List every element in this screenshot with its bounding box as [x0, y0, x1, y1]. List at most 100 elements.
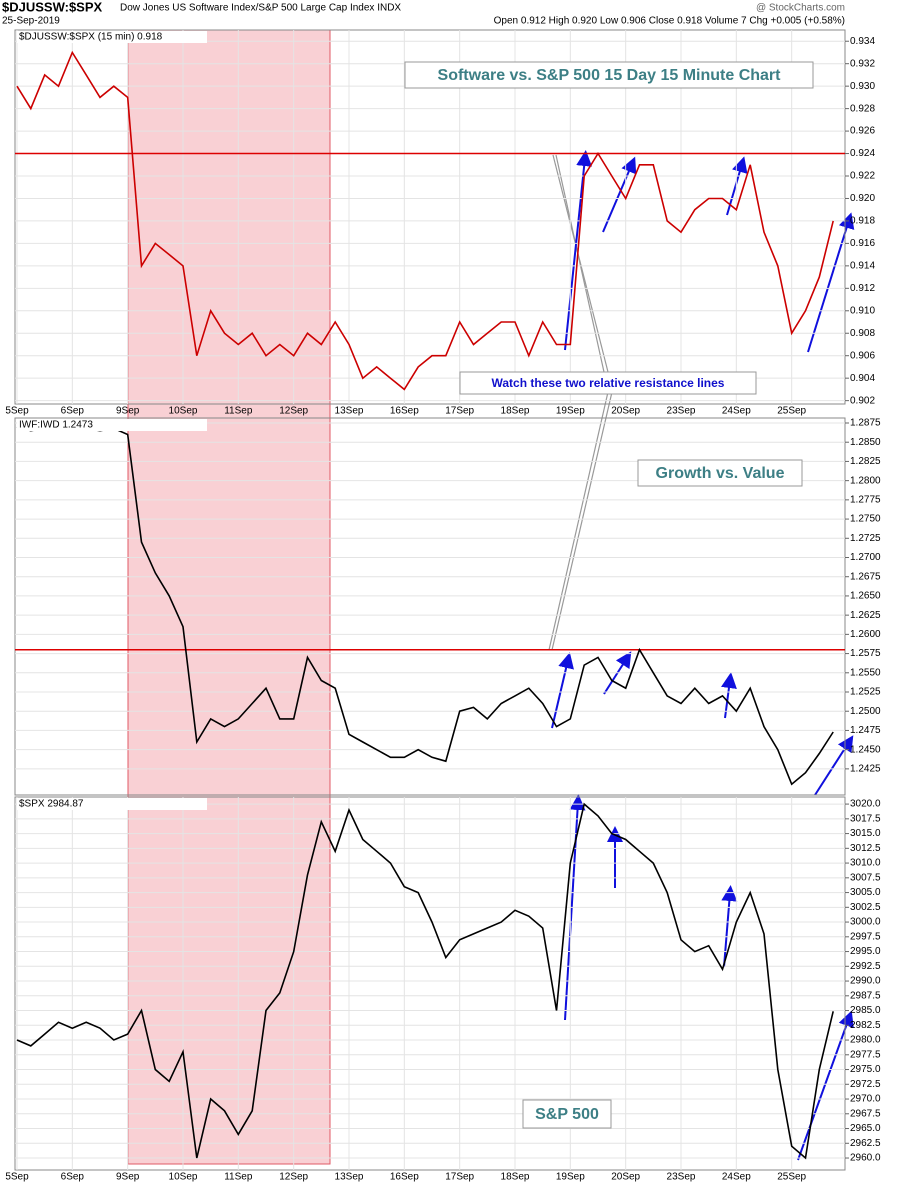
x-tick-label: 20Sep	[611, 406, 640, 417]
x-tick-label: 25Sep	[777, 1172, 806, 1183]
y-tick-label: 1.2425	[850, 764, 881, 775]
y-tick-label: 0.920	[850, 193, 875, 204]
y-tick-label: 1.2450	[850, 744, 881, 755]
symbol: $DJUSSW:$SPX	[2, 0, 103, 14]
x-tick-label: 11Sep	[224, 406, 253, 417]
y-tick-label: 3010.0	[850, 858, 881, 869]
title-box	[637, 459, 803, 487]
y-tick-label: 2962.5	[850, 1138, 881, 1149]
x-tick-label: 5Sep	[5, 1172, 29, 1183]
y-tick-label: 1.2600	[850, 629, 881, 640]
y-tick-label: 1.2850	[850, 437, 881, 448]
y-tick-label: 2980.0	[850, 1035, 881, 1046]
x-tick-label: 20Sep	[611, 1172, 640, 1183]
y-tick-label: 1.2525	[850, 687, 881, 698]
x-tick-label: 19Sep	[556, 406, 585, 417]
y-tick-label: 3020.0	[850, 799, 881, 810]
title-box	[522, 1099, 612, 1129]
x-tick-label: 10Sep	[169, 406, 198, 417]
x-tick-label: 16Sep	[390, 406, 419, 417]
x-tick-label: 19Sep	[556, 1172, 585, 1183]
y-tick-label: 1.2875	[850, 418, 881, 429]
price-line	[16, 50, 834, 391]
y-tick-label: 2967.5	[850, 1108, 881, 1119]
plot-area	[14, 29, 846, 405]
x-tick-label: 5Sep	[5, 406, 29, 417]
y-tick-label: 1.2800	[850, 475, 881, 486]
y-tick-label: 0.932	[850, 58, 875, 69]
y-tick-label: 0.930	[850, 81, 875, 92]
y-tick-label: 2977.5	[850, 1049, 881, 1060]
y-tick-label: 3000.0	[850, 917, 881, 928]
annotation-box	[459, 371, 757, 395]
annotation: Watch these two relative resistance line…	[492, 376, 725, 390]
x-tick-label: 23Sep	[667, 1172, 696, 1183]
y-tick-label: 1.2750	[850, 514, 881, 525]
label-bg	[17, 798, 207, 810]
y-tick-label: 2985.0	[850, 1005, 881, 1016]
y-tick-label: 3017.5	[850, 813, 881, 824]
y-tick-label: 3012.5	[850, 843, 881, 854]
y-tick-label: 0.914	[850, 260, 875, 271]
panel-label: $SPX 2984.87	[19, 799, 84, 810]
x-tick-label: 9Sep	[116, 406, 140, 417]
x-tick-label: 9Sep	[116, 1172, 140, 1183]
x-tick-label: 12Sep	[279, 406, 308, 417]
y-tick-label: 1.2475	[850, 725, 881, 736]
y-tick-label: 2997.5	[850, 931, 881, 942]
y-tick-label: 0.926	[850, 126, 875, 137]
highlight-region	[127, 29, 331, 1165]
y-tick-label: 0.906	[850, 350, 875, 361]
y-tick-label: 1.2550	[850, 667, 881, 678]
y-tick-label: 1.2775	[850, 494, 881, 505]
y-tick-label: 0.918	[850, 216, 875, 227]
plot-area	[14, 796, 846, 1171]
x-tick-label: 13Sep	[335, 406, 364, 417]
y-tick-label: 1.2650	[850, 591, 881, 602]
panel-title: S&P 500	[535, 1106, 599, 1123]
y-tick-label: 1.2725	[850, 533, 881, 544]
y-tick-label: 0.922	[850, 171, 875, 182]
y-tick-label: 1.2675	[850, 571, 881, 582]
y-tick-label: 2987.5	[850, 990, 881, 1001]
panel-title: Software vs. S&P 500 15 Day 15 Minute Ch…	[438, 67, 782, 84]
y-tick-label: 0.912	[850, 283, 875, 294]
y-tick-label: 0.924	[850, 148, 875, 159]
quote: Open 0.912 High 0.920 Low 0.906 Close 0.…	[494, 16, 845, 27]
plot-area	[14, 417, 846, 796]
y-tick-label: 2990.0	[850, 976, 881, 987]
y-tick-label: 2992.5	[850, 961, 881, 972]
x-tick-label: 25Sep	[777, 406, 806, 417]
x-tick-label: 24Sep	[722, 406, 751, 417]
date: 25-Sep-2019	[2, 16, 60, 27]
y-tick-label: 2970.0	[850, 1094, 881, 1105]
y-tick-label: 0.928	[850, 103, 875, 114]
label-bg	[17, 419, 207, 431]
y-tick-label: 2965.0	[850, 1123, 881, 1134]
y-tick-label: 0.904	[850, 373, 875, 384]
y-tick-label: 3015.0	[850, 828, 881, 839]
y-tick-label: 0.916	[850, 238, 875, 249]
x-tick-label: 13Sep	[335, 1172, 364, 1183]
y-tick-label: 1.2500	[850, 706, 881, 717]
y-tick-label: 0.910	[850, 305, 875, 316]
x-tick-label: 18Sep	[501, 1172, 530, 1183]
x-tick-label: 23Sep	[667, 406, 696, 417]
description: Dow Jones US Software Index/S&P 500 Larg…	[120, 3, 401, 14]
x-tick-label: 17Sep	[445, 406, 474, 417]
y-tick-label: 3007.5	[850, 872, 881, 883]
source: @ StockCharts.com	[756, 3, 845, 14]
label-bg	[17, 31, 207, 43]
y-tick-label: 2982.5	[850, 1020, 881, 1031]
y-tick-label: 2995.0	[850, 946, 881, 957]
price-line	[16, 424, 834, 786]
panel-label: IWF:IWD 1.2473	[19, 420, 93, 431]
y-tick-label: 1.2625	[850, 610, 881, 621]
y-tick-label: 1.2825	[850, 456, 881, 467]
y-tick-label: 2972.5	[850, 1079, 881, 1090]
x-tick-label: 12Sep	[279, 1172, 308, 1183]
y-tick-label: 3005.0	[850, 887, 881, 898]
pointer-lines	[548, 154, 613, 651]
y-tick-label: 2975.0	[850, 1064, 881, 1075]
